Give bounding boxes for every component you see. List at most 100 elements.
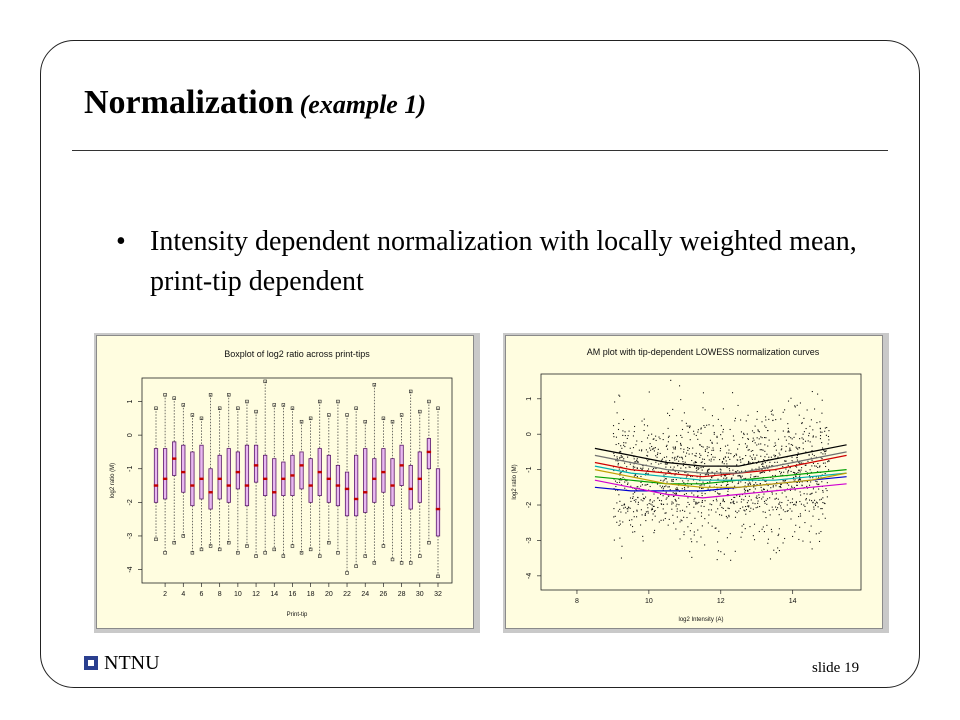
scatter-point xyxy=(726,477,728,479)
scatter-point xyxy=(791,501,793,503)
scatter-point xyxy=(722,500,724,502)
scatter-point xyxy=(621,456,624,458)
scatter-point xyxy=(719,450,721,452)
outlier-low xyxy=(390,557,395,562)
outlier-high xyxy=(399,413,404,417)
scatter-point xyxy=(647,510,649,512)
scatter-point xyxy=(661,503,663,505)
slide-frame xyxy=(40,40,920,688)
scatter-point xyxy=(814,465,816,467)
scatter-point xyxy=(654,515,656,517)
scatter-point xyxy=(805,451,807,453)
scatter-point xyxy=(794,405,796,407)
scatter-point xyxy=(799,438,801,440)
scatter-point xyxy=(659,452,661,455)
scatter-point xyxy=(718,493,720,495)
scatter-point xyxy=(622,469,624,472)
scatter-point xyxy=(772,414,774,416)
scatter-point xyxy=(798,515,800,518)
scatter-point xyxy=(819,435,822,437)
scatter-point xyxy=(628,519,631,521)
scatter-point xyxy=(689,425,691,427)
scatter-point xyxy=(820,452,822,454)
scatter-point xyxy=(680,519,682,521)
scatter-point xyxy=(805,499,807,501)
scatter-point xyxy=(711,504,713,506)
scatter-point xyxy=(798,469,800,471)
scatter-point xyxy=(737,483,739,485)
scatter-point xyxy=(806,502,808,504)
outlier-low xyxy=(318,554,322,558)
scatter-point xyxy=(619,395,621,397)
scatter-point xyxy=(765,437,767,439)
scatter-point xyxy=(791,438,793,440)
scatter-point xyxy=(757,502,759,504)
outlier-high xyxy=(436,406,440,410)
scatter-point xyxy=(616,458,618,460)
scatter-point xyxy=(711,442,713,444)
scatter-point xyxy=(771,465,773,467)
median-mark xyxy=(272,491,277,494)
scatter-point xyxy=(679,510,681,512)
scatter-point xyxy=(662,489,664,491)
scatter-point xyxy=(791,460,793,462)
scatter-point xyxy=(729,458,731,460)
scatter-point xyxy=(822,462,825,464)
scatter-point xyxy=(774,461,776,463)
scatter-point xyxy=(743,432,745,434)
scatter-point xyxy=(632,465,634,467)
scatter-point xyxy=(671,479,673,481)
scatter-point xyxy=(817,471,819,473)
scatter-point xyxy=(618,422,620,425)
scatter-point xyxy=(641,441,643,443)
scatter-point xyxy=(651,448,653,450)
scatter-point xyxy=(674,492,676,494)
scatter-point xyxy=(746,502,748,504)
scatter-point xyxy=(698,501,700,503)
scatter-point xyxy=(655,439,657,442)
scatter-point xyxy=(646,454,648,457)
scatter-point xyxy=(764,436,766,439)
scatter-point xyxy=(651,501,654,503)
scatter-point xyxy=(613,455,615,457)
scatter-point xyxy=(811,390,813,393)
scatter-point xyxy=(796,472,798,475)
scatter-point xyxy=(774,456,776,458)
scatter-point xyxy=(666,503,668,505)
scatter-point xyxy=(774,474,776,477)
outlier-high xyxy=(318,399,322,404)
scatter-point xyxy=(731,498,733,501)
scatter-point xyxy=(642,465,644,467)
outlier-low xyxy=(281,554,286,558)
scatter-point xyxy=(636,459,638,461)
outlier-low xyxy=(217,547,222,552)
scatter-point xyxy=(699,453,701,455)
scatter-point xyxy=(818,532,820,534)
scatter-point xyxy=(721,462,723,464)
scatter-point xyxy=(828,430,830,432)
scatter-point xyxy=(679,456,681,458)
outlier-low xyxy=(254,554,258,558)
scatter-point xyxy=(825,450,827,452)
scatter-point xyxy=(780,471,782,473)
scatter-point xyxy=(823,502,825,504)
scatter-point xyxy=(626,508,628,510)
scatter-point xyxy=(675,488,677,490)
scatter-point xyxy=(818,476,820,478)
ntnu-logo-icon xyxy=(84,656,98,670)
scatter-point xyxy=(698,487,701,489)
scatter-point xyxy=(758,438,760,440)
scatter-point xyxy=(758,466,760,468)
outlier-low xyxy=(245,544,249,548)
scatter-point xyxy=(677,472,680,474)
title-divider xyxy=(72,150,888,151)
scatter-point xyxy=(811,450,813,452)
scatter-point xyxy=(773,445,775,447)
scatter-point xyxy=(618,443,620,445)
scatter-point xyxy=(733,456,735,458)
scatter-point xyxy=(762,511,764,513)
scatter-point xyxy=(674,456,676,458)
scatter-point xyxy=(648,489,650,491)
x-tick-label: 10 xyxy=(234,591,242,598)
scatter-point xyxy=(817,506,819,508)
